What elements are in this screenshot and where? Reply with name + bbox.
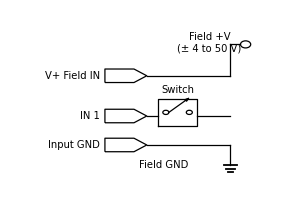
Text: IN 1: IN 1 <box>80 111 100 121</box>
Text: Field GND: Field GND <box>139 160 189 170</box>
Text: Field +V
(± 4 to 50 V): Field +V (± 4 to 50 V) <box>177 32 242 54</box>
Text: Switch: Switch <box>161 85 194 95</box>
Text: V+ Field IN: V+ Field IN <box>45 71 100 81</box>
Text: Input GND: Input GND <box>48 140 100 150</box>
Polygon shape <box>184 98 189 101</box>
